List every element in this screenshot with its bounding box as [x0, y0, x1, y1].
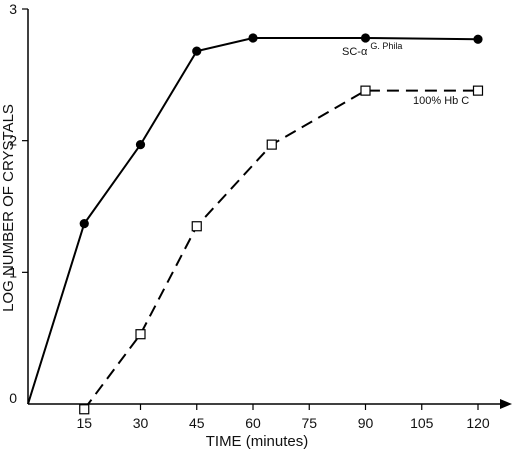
x-tick-label: 90 — [358, 415, 374, 431]
x-tick-label: 45 — [189, 415, 205, 431]
y-axis-label: LOG NUMBER OF CRYSTALS — [0, 104, 17, 312]
x-tick-label: 105 — [410, 415, 434, 431]
x-axis-label: TIME (minutes) — [206, 433, 309, 450]
data-point-sc-alpha — [192, 47, 201, 56]
data-point-hb-c — [80, 405, 89, 414]
series-label-sc-alpha-superscript: G. Phila — [370, 41, 402, 51]
x-tick-label: 30 — [133, 415, 149, 431]
data-point-sc-alpha — [248, 33, 257, 42]
data-point-hb-c — [192, 222, 201, 231]
x-ticks: 15 30 45 60 75 90 105 120 — [76, 404, 489, 431]
y-tick-label: 3 — [9, 1, 17, 17]
data-point-hb-c — [361, 86, 370, 95]
data-point-sc-alpha — [80, 219, 89, 228]
series-label-hb-c: 100% Hb C — [413, 95, 469, 107]
data-point-sc-alpha — [136, 140, 145, 149]
series-label-sc-alpha: SC-α G. Phila — [342, 41, 402, 58]
data-point-hb-c — [267, 140, 276, 149]
x-tick-label: 60 — [245, 415, 261, 431]
y-tick-label: 0 — [9, 390, 17, 406]
series-label-sc-alpha-main: SC-α — [342, 46, 368, 58]
data-point-sc-alpha — [361, 33, 370, 42]
x-axis-arrow — [500, 399, 512, 409]
series-line-sc-alpha — [28, 38, 478, 404]
x-tick-label: 75 — [301, 415, 317, 431]
axes — [28, 9, 512, 409]
data-point-sc-alpha — [473, 35, 482, 44]
data-point-hb-c — [136, 330, 145, 339]
x-tick-label: 15 — [76, 415, 92, 431]
x-tick-label: 120 — [466, 415, 490, 431]
series-layer — [28, 33, 483, 413]
data-point-hb-c — [474, 86, 483, 95]
